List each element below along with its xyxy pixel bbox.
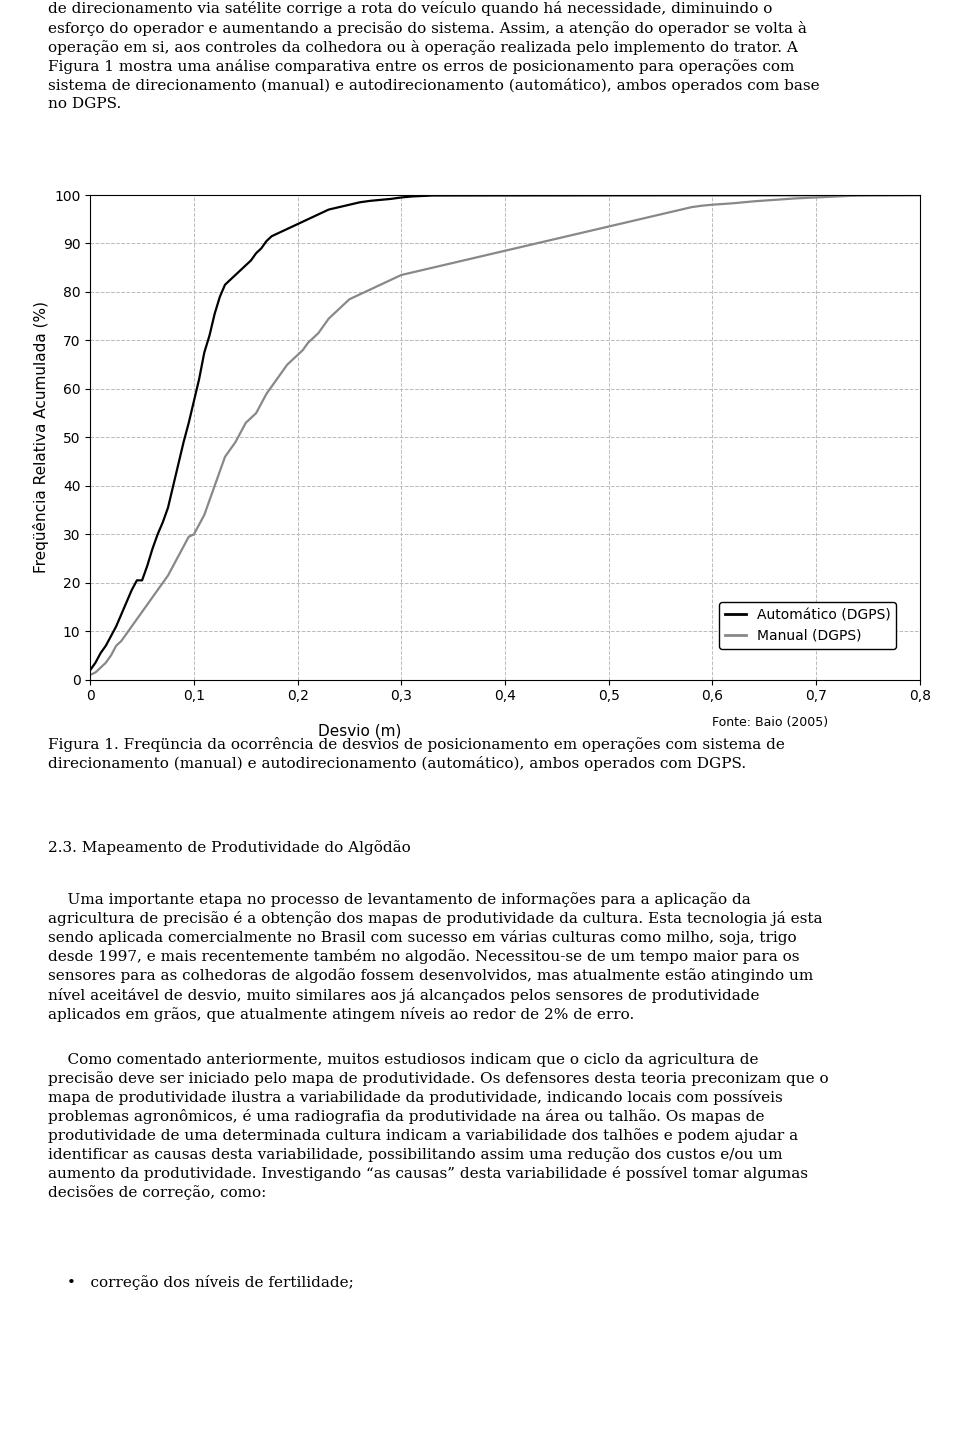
- Text: Figura 1. Freqüncia da ocorrência de desvios de posicionamento em operações com : Figura 1. Freqüncia da ocorrência de des…: [48, 737, 785, 771]
- Text: Fonte: Baio (2005): Fonte: Baio (2005): [712, 716, 828, 728]
- Automático (DGPS): [344, 196, 355, 214]
- Automático (DGPS): [157, 513, 169, 531]
- Text: Uma importante etapa no processo de levantamento de informações para a aplicação: Uma importante etapa no processo de leva…: [48, 892, 823, 1022]
- Manual (DGPS): [204, 492, 215, 509]
- Y-axis label: Freqüência Relativa Acumulada (%): Freqüência Relativa Acumulada (%): [33, 301, 49, 574]
- Legend: Automático (DGPS), Manual (DGPS): Automático (DGPS), Manual (DGPS): [719, 602, 896, 648]
- Text: Como comentado anteriormente, muitos estudiosos indicam que o ciclo da agricultu: Como comentado anteriormente, muitos est…: [48, 1053, 828, 1200]
- Automático (DGPS): [84, 661, 96, 678]
- Manual (DGPS): [84, 667, 96, 684]
- Manual (DGPS): [728, 195, 739, 212]
- X-axis label: Desvio (m): Desvio (m): [318, 723, 401, 739]
- Automático (DGPS): [302, 211, 314, 228]
- Automático (DGPS): [152, 526, 163, 543]
- Automático (DGPS): [281, 221, 293, 238]
- Manual (DGPS): [391, 268, 402, 285]
- Text: 2.3. Mapeamento de Produtividade do Algõdão: 2.3. Mapeamento de Produtividade do Algõ…: [48, 840, 411, 855]
- Text: •   correção dos níveis de fertilidade;: • correção dos níveis de fertilidade;: [67, 1275, 354, 1289]
- Text: de direcionamento via satélite corrige a rota do veículo quando há necessidade, : de direcionamento via satélite corrige a…: [48, 1, 820, 110]
- Line: Automático (DGPS): Automático (DGPS): [90, 195, 920, 670]
- Manual (DGPS): [183, 528, 195, 545]
- Automático (DGPS): [417, 188, 428, 205]
- Automático (DGPS): [914, 186, 925, 204]
- Line: Manual (DGPS): Manual (DGPS): [90, 195, 920, 675]
- Manual (DGPS): [914, 186, 925, 204]
- Manual (DGPS): [348, 288, 360, 305]
- Manual (DGPS): [789, 189, 801, 206]
